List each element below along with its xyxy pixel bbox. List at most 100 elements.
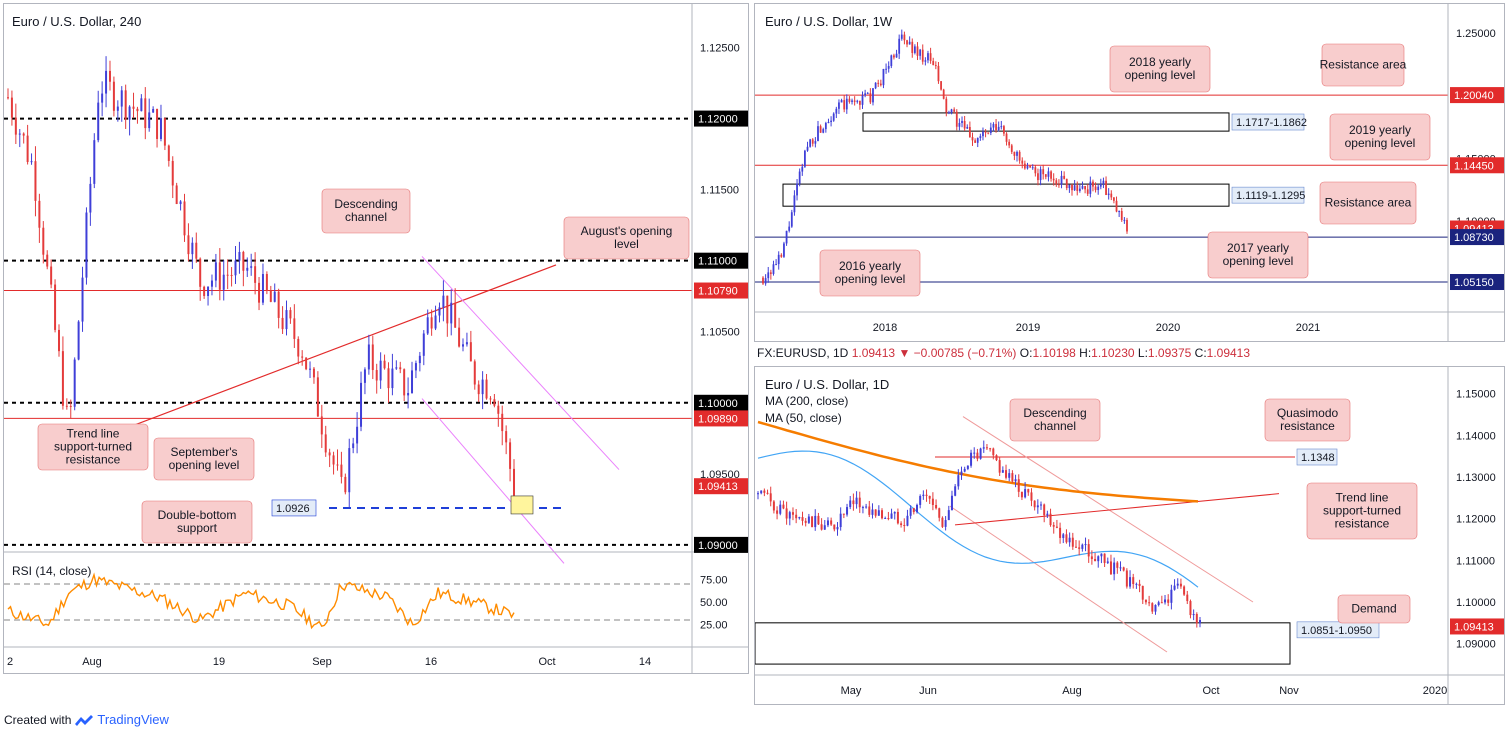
h4-candle-body bbox=[344, 476, 347, 493]
w-level-tag-bg bbox=[1450, 274, 1504, 291]
d-candle-body bbox=[931, 498, 934, 506]
daily-chart-panel[interactable]: 1.15000 1.14000 1.13000 1.12000 1.11000 1.100… bbox=[754, 366, 1505, 705]
d-note-trendline-text: resistance bbox=[1335, 517, 1390, 531]
d-y-tick: 1.12000 bbox=[1456, 514, 1496, 526]
w-candle-body bbox=[948, 112, 950, 114]
w-candle-body bbox=[835, 108, 838, 114]
d-candle-body bbox=[1106, 561, 1109, 563]
d-x-tick: Nov bbox=[1279, 685, 1299, 697]
h4-note-august-opening-box bbox=[563, 216, 690, 260]
h4-chart-panel[interactable]: RSI (14, close) 1.12500 1.11500 1.10500 1.0… bbox=[3, 3, 749, 674]
d-candle-body bbox=[1186, 594, 1189, 602]
h4-candle-body bbox=[371, 344, 374, 371]
w-candle-body bbox=[775, 264, 777, 266]
w-note-resistance-area-2-box bbox=[1319, 181, 1417, 225]
d-candle-body bbox=[1138, 583, 1141, 586]
h4-candle-body bbox=[65, 405, 68, 407]
h4-candle-body bbox=[218, 262, 221, 290]
w-candle-body bbox=[1102, 180, 1105, 185]
w-candle-body bbox=[932, 60, 935, 66]
tradingview-footer[interactable]: Created with TradingView bbox=[4, 712, 169, 727]
h4-candle-body bbox=[383, 360, 386, 369]
d-candle-body bbox=[1055, 526, 1058, 528]
h4-candle-body bbox=[89, 183, 92, 213]
h4-double-bottom-tag: 1.0926 bbox=[276, 503, 310, 515]
h4-candle-body bbox=[360, 382, 363, 427]
d-channel-lower bbox=[949, 505, 1168, 653]
d-candle-body bbox=[779, 504, 782, 514]
h4-candle-body bbox=[328, 452, 331, 456]
h4-candle-body bbox=[148, 112, 151, 129]
d-candle-body bbox=[763, 490, 766, 493]
w-note-resistance-area-1-text: Resistance area bbox=[1320, 58, 1407, 72]
w-candle-body bbox=[937, 65, 940, 82]
d-candle-body bbox=[874, 509, 877, 516]
d-candle-body bbox=[791, 512, 794, 515]
w-candle-body bbox=[1039, 169, 1042, 181]
d-current-price-tag: 1.09413 bbox=[1454, 621, 1494, 633]
d-candle-body bbox=[1125, 570, 1128, 587]
d-candle-body bbox=[804, 520, 807, 523]
h4-candle-body bbox=[77, 321, 80, 360]
w-candle-body bbox=[1094, 186, 1097, 191]
h4-candle-body bbox=[258, 282, 261, 303]
w-candle-body bbox=[911, 41, 914, 53]
d-channel-upper bbox=[962, 416, 1254, 603]
weekly-chart-panel[interactable]: 1.250001.150001.100001.200401.144501.094… bbox=[754, 3, 1505, 342]
d-candle-body bbox=[772, 501, 775, 511]
w-candle-body bbox=[814, 141, 817, 144]
d-candle-body bbox=[1132, 577, 1135, 585]
daily-chart-svg[interactable]: 1.15000 1.14000 1.13000 1.12000 1.11000 1.100… bbox=[755, 367, 1504, 704]
h4-candle-body bbox=[14, 117, 17, 135]
d-candle-body bbox=[1195, 614, 1198, 624]
h4-candle-body bbox=[379, 360, 382, 381]
h4-candle-body bbox=[183, 201, 186, 236]
h4-candle-body bbox=[340, 464, 343, 477]
h4-candle-body bbox=[367, 344, 370, 370]
h4-candle-body bbox=[38, 200, 41, 228]
h4-y-tick: 1.09500 bbox=[700, 469, 740, 481]
w-note-2017-opening-box bbox=[1207, 231, 1309, 279]
w-candle-body bbox=[893, 55, 895, 58]
w-candle-body bbox=[1084, 186, 1087, 190]
w-candle-body bbox=[1126, 219, 1128, 232]
w-candle-body bbox=[777, 254, 780, 265]
h4-level-tag-bg bbox=[694, 282, 748, 299]
d-candle-body bbox=[1170, 589, 1173, 603]
h4-candle-body bbox=[477, 384, 480, 395]
d-candle-body bbox=[1084, 544, 1087, 546]
d-candle-body bbox=[887, 518, 890, 520]
h4-candle-body bbox=[22, 133, 25, 136]
d-candle-body bbox=[896, 511, 899, 524]
h4-level-tag: 1.09000 bbox=[698, 540, 738, 552]
w-candle-body bbox=[803, 150, 806, 167]
h4-candle-body bbox=[407, 392, 410, 396]
w-note-2018-opening-text: 2018 yearly bbox=[1129, 55, 1191, 69]
weekly-chart-svg[interactable]: 1.250001.150001.100001.200401.144501.094… bbox=[755, 4, 1504, 341]
w-level-tag-bg bbox=[1450, 157, 1504, 174]
h4-candle-body bbox=[442, 295, 445, 308]
d-candle-body bbox=[785, 508, 788, 519]
d-candle-body bbox=[871, 509, 874, 515]
d-candle-body bbox=[1100, 553, 1103, 557]
w-candle-body bbox=[895, 53, 898, 58]
w-y-tick: 1.25000 bbox=[1456, 28, 1496, 40]
h4-x-tick: Aug bbox=[82, 656, 102, 668]
d-candle-body bbox=[1017, 479, 1020, 492]
h4-candle-body bbox=[254, 266, 257, 283]
d-candle-body bbox=[760, 490, 763, 494]
d-candle-body bbox=[1157, 602, 1160, 605]
d-candle-body bbox=[836, 527, 839, 530]
symbol-info-line: FX:EURUSD, 1D 1.09413 ▼ −0.00785 (−0.71%… bbox=[757, 346, 1250, 360]
h4-candle-body bbox=[320, 416, 323, 435]
low-value: 1.09375 bbox=[1147, 346, 1192, 360]
d-candle-body bbox=[985, 447, 988, 449]
h4-candle-body bbox=[395, 367, 398, 369]
w-candle-body bbox=[1086, 189, 1089, 194]
h4-candle-body bbox=[305, 357, 308, 370]
d-candle-body bbox=[776, 510, 779, 514]
h4-candle-body bbox=[277, 291, 280, 318]
h4-rsi-tick: 75.00 bbox=[700, 575, 728, 587]
h4-chart-svg[interactable]: RSI (14, close) 1.12500 1.11500 1.10500 1.0… bbox=[4, 4, 748, 673]
h4-candle-body bbox=[46, 254, 49, 267]
